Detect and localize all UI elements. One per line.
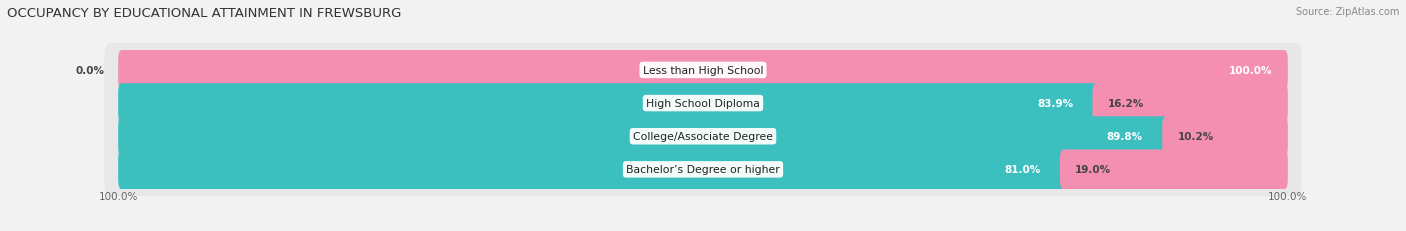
Text: Source: ZipAtlas.com: Source: ZipAtlas.com — [1295, 7, 1399, 17]
Text: 89.8%: 89.8% — [1107, 132, 1143, 142]
FancyBboxPatch shape — [1163, 117, 1288, 156]
Text: 100.0%: 100.0% — [98, 191, 138, 201]
Text: 83.9%: 83.9% — [1038, 99, 1074, 109]
Text: College/Associate Degree: College/Associate Degree — [633, 132, 773, 142]
Text: 19.0%: 19.0% — [1076, 165, 1111, 175]
FancyBboxPatch shape — [118, 117, 1170, 156]
Text: High School Diploma: High School Diploma — [647, 99, 759, 109]
FancyBboxPatch shape — [1060, 150, 1288, 189]
Text: OCCUPANCY BY EDUCATIONAL ATTAINMENT IN FREWSBURG: OCCUPANCY BY EDUCATIONAL ATTAINMENT IN F… — [7, 7, 401, 20]
FancyBboxPatch shape — [104, 77, 1302, 130]
FancyBboxPatch shape — [118, 51, 1288, 90]
Text: 10.2%: 10.2% — [1177, 132, 1213, 142]
Text: Less than High School: Less than High School — [643, 66, 763, 76]
FancyBboxPatch shape — [1092, 84, 1288, 123]
FancyBboxPatch shape — [104, 143, 1302, 196]
Text: 0.0%: 0.0% — [76, 66, 104, 76]
Text: Bachelor’s Degree or higher: Bachelor’s Degree or higher — [626, 165, 780, 175]
FancyBboxPatch shape — [104, 110, 1302, 163]
FancyBboxPatch shape — [118, 150, 1067, 189]
Text: 81.0%: 81.0% — [1004, 165, 1040, 175]
Text: 16.2%: 16.2% — [1108, 99, 1144, 109]
FancyBboxPatch shape — [118, 84, 1101, 123]
FancyBboxPatch shape — [104, 44, 1302, 97]
Text: 100.0%: 100.0% — [1268, 191, 1308, 201]
Text: 100.0%: 100.0% — [1229, 66, 1272, 76]
